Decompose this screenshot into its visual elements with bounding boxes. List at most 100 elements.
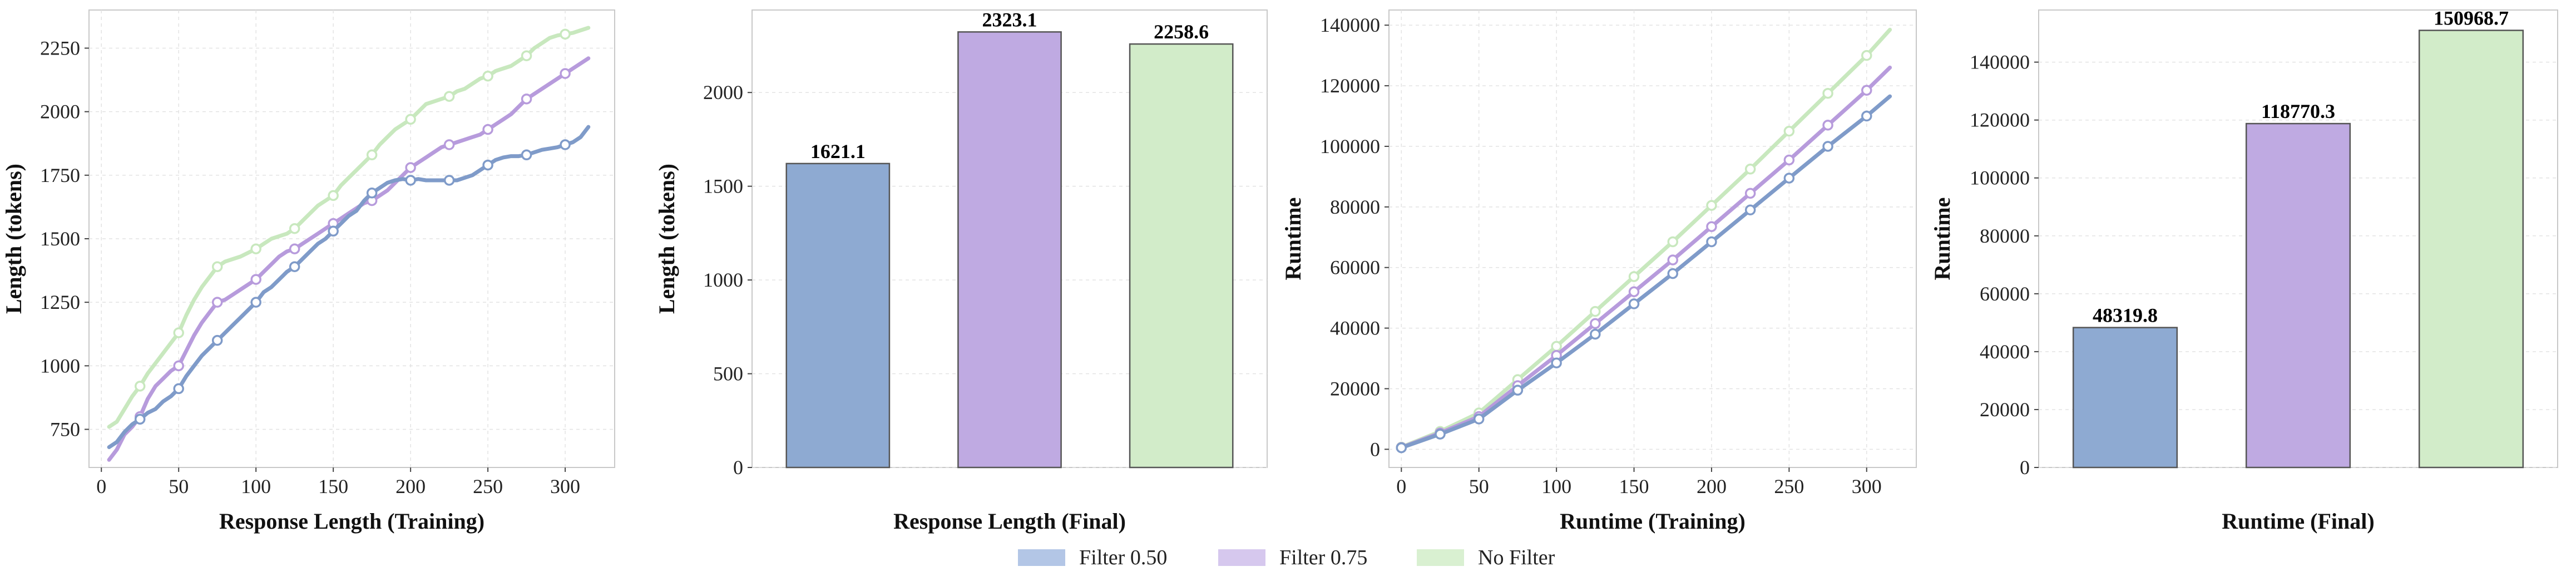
y-tick-label: 60000 xyxy=(1330,257,1380,279)
legend-swatch xyxy=(1417,549,1464,566)
series-marker-1 xyxy=(289,261,300,272)
y-tick-label: 1250 xyxy=(40,291,80,313)
series-marker-3 xyxy=(1822,87,1833,99)
series-line-1 xyxy=(1399,94,1892,450)
y-tick-label: 120000 xyxy=(1970,109,2030,131)
series-marker-3 xyxy=(289,223,300,234)
x-tick-label: 150 xyxy=(318,475,348,498)
series-marker-3 xyxy=(560,28,571,40)
series-marker-1 xyxy=(211,334,223,346)
series-marker-3 xyxy=(1551,341,1562,352)
series-marker-1 xyxy=(366,188,378,199)
series-marker-2 xyxy=(521,93,532,105)
x-tick-label: 200 xyxy=(395,475,426,498)
x-tick-label: 100 xyxy=(241,475,271,498)
series-marker-2 xyxy=(1783,154,1795,166)
series-marker-3 xyxy=(250,243,261,255)
bar-1 xyxy=(2072,327,2178,469)
series-marker-1 xyxy=(1473,413,1485,425)
series-marker-2 xyxy=(1744,188,1756,199)
legend-item-3: No Filter xyxy=(1417,546,1555,569)
y-tick-label: 80000 xyxy=(1330,196,1380,218)
series-marker-2 xyxy=(1861,85,1872,96)
y-tick-label: 60000 xyxy=(1980,283,2030,305)
y-tick-label: 0 xyxy=(1370,438,1380,460)
y-tick-label: 2000 xyxy=(40,101,80,123)
x-tick-label: 300 xyxy=(550,475,580,498)
y-tick-label: 750 xyxy=(50,418,80,441)
series-marker-1 xyxy=(560,139,571,150)
series-marker-1 xyxy=(405,175,416,186)
legend: Filter 0.50 Filter 0.75 No Filter xyxy=(1018,546,1555,569)
legend-label: Filter 0.50 xyxy=(1079,546,1167,569)
x-axis-label: Runtime (Training) xyxy=(1560,509,1746,534)
y-axis-label: Length (tokens) xyxy=(654,164,679,314)
bar-3 xyxy=(1129,43,1234,469)
series-marker-3 xyxy=(405,114,416,125)
x-tick-label: 250 xyxy=(1774,475,1804,498)
series-marker-3 xyxy=(1628,271,1640,282)
y-axis-label: Runtime xyxy=(1930,198,1955,280)
legend-item-1: Filter 0.50 xyxy=(1018,546,1167,569)
series-marker-2 xyxy=(250,274,261,285)
legend-label: No Filter xyxy=(1478,546,1555,569)
series-marker-2 xyxy=(482,124,493,135)
bar-value-label: 2258.6 xyxy=(1154,21,1209,43)
series-marker-3 xyxy=(211,261,223,272)
x-axis-label: Response Length (Final) xyxy=(893,509,1126,534)
series-marker-2 xyxy=(173,360,184,372)
series-marker-1 xyxy=(482,159,493,171)
plot-area xyxy=(1388,9,1917,468)
series-marker-1 xyxy=(1396,442,1407,454)
x-tick-label: 50 xyxy=(1469,475,1489,498)
series-marker-3 xyxy=(1706,200,1717,211)
series-marker-1 xyxy=(328,225,339,237)
series-marker-2 xyxy=(1706,221,1717,232)
series-marker-3 xyxy=(134,381,146,392)
series-marker-1 xyxy=(1822,141,1833,152)
x-tick-label: 250 xyxy=(473,475,503,498)
bar-value-label: 2323.1 xyxy=(982,8,1037,31)
series-marker-1 xyxy=(134,413,146,425)
y-tick-label: 20000 xyxy=(1330,377,1380,400)
series-marker-1 xyxy=(250,297,261,308)
legend-swatch xyxy=(1018,549,1065,566)
series-marker-1 xyxy=(1861,110,1872,122)
series-marker-3 xyxy=(521,50,532,61)
bar-2 xyxy=(2245,122,2351,469)
series-marker-3 xyxy=(443,91,455,102)
y-tick-label: 140000 xyxy=(1970,51,2030,73)
y-tick-label: 0 xyxy=(2020,456,2030,479)
y-tick-label: 0 xyxy=(733,456,743,479)
bar-3 xyxy=(2418,29,2524,469)
y-tick-label: 120000 xyxy=(1320,75,1380,97)
series-marker-2 xyxy=(211,297,223,308)
series-marker-1 xyxy=(443,175,455,186)
series-marker-2 xyxy=(560,68,571,79)
bar-2 xyxy=(957,31,1062,469)
series-marker-3 xyxy=(1590,306,1601,317)
series-marker-2 xyxy=(405,162,416,173)
series-marker-2 xyxy=(1667,254,1678,265)
y-tick-label: 2000 xyxy=(703,81,743,104)
series-line-2 xyxy=(107,56,591,462)
series-marker-3 xyxy=(1861,50,1872,61)
legend-item-2: Filter 0.75 xyxy=(1218,546,1367,569)
bar-value-label: 48319.8 xyxy=(2093,304,2158,327)
y-tick-label: 1750 xyxy=(40,164,80,186)
y-tick-label: 80000 xyxy=(1980,225,2030,247)
series-marker-2 xyxy=(1822,120,1833,131)
y-tick-label: 1000 xyxy=(40,354,80,377)
y-tick-label: 20000 xyxy=(1980,398,2030,421)
bar-value-label: 150968.7 xyxy=(2434,7,2509,29)
series-marker-1 xyxy=(1628,298,1640,309)
x-tick-label: 150 xyxy=(1619,475,1649,498)
series-marker-1 xyxy=(1783,173,1795,184)
x-axis-label: Runtime (Final) xyxy=(2222,509,2374,534)
series-marker-1 xyxy=(521,149,532,161)
x-axis-label: Response Length (Training) xyxy=(219,509,484,534)
series-marker-2 xyxy=(443,139,455,150)
